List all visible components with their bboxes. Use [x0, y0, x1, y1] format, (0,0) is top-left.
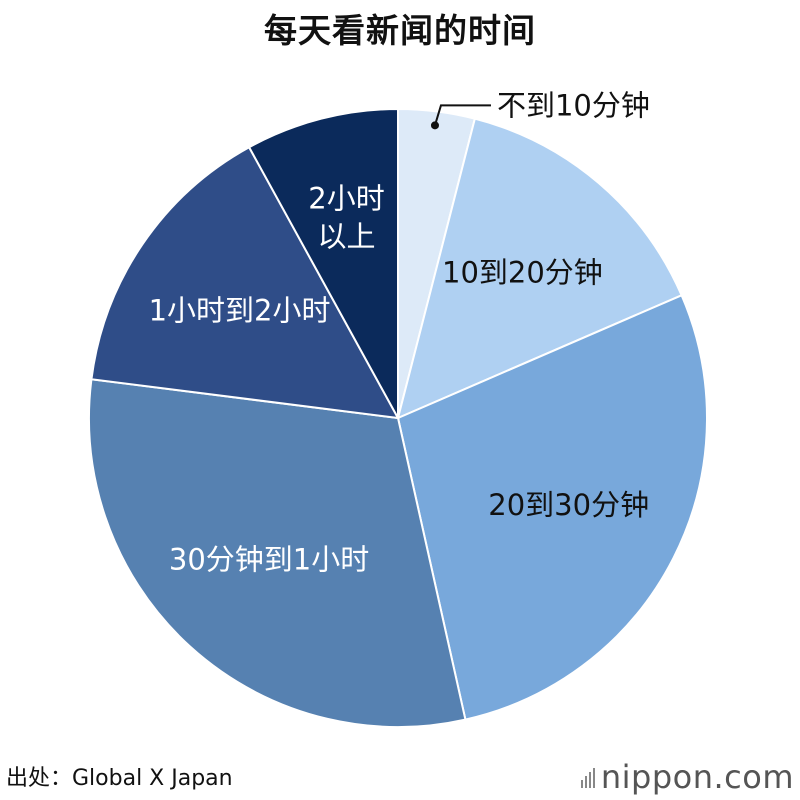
pie-slice-4: [90, 145, 400, 420]
pie-slice-2: [396, 293, 708, 721]
slice-label-3: 30分钟到1小时: [169, 543, 369, 577]
slice-label-5-line-1: 以上: [318, 219, 376, 253]
nippon-logo: nippon.com: [580, 758, 794, 796]
callout-dot: [430, 121, 439, 130]
slice-label-0: 不到10分钟: [497, 88, 650, 122]
chart-title: 每天看新闻的时间: [264, 11, 536, 50]
pie-slice-3: [88, 378, 467, 728]
slice-label-4: 1小时到2小时: [149, 293, 331, 327]
logo-wordmark: nippon: [600, 758, 714, 796]
logo-tld: com: [724, 758, 794, 796]
slice-label-1: 10到20分钟: [442, 255, 603, 289]
logo-bars-icon: [580, 766, 595, 788]
pie-slices: [88, 107, 708, 728]
slice-label-2: 20到30分钟: [488, 488, 649, 522]
pie-slice-5: [247, 107, 399, 419]
source-note: 出处：Global X Japan: [6, 766, 233, 791]
slice-label-5-line-0: 2小时: [308, 181, 384, 215]
logo-dot: .: [713, 758, 725, 796]
callout-line: [434, 104, 491, 126]
pie-slice-1: [396, 117, 683, 420]
